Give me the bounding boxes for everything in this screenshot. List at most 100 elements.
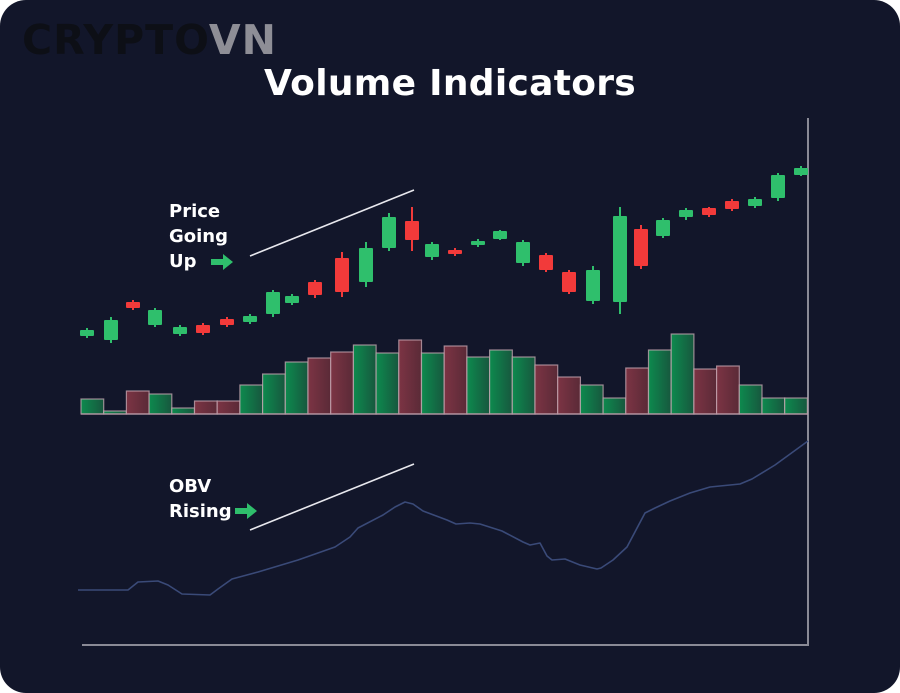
candle-body — [562, 272, 576, 292]
candle — [725, 199, 739, 211]
candle — [771, 173, 785, 201]
candle — [405, 207, 419, 251]
obv-annotation: OBV Rising — [169, 474, 232, 524]
candle — [266, 290, 280, 317]
price-trend-line — [249, 189, 415, 257]
candle-body — [425, 244, 439, 257]
candle — [359, 242, 373, 287]
candle — [471, 239, 485, 247]
candle — [220, 317, 234, 327]
volume-bar — [761, 397, 786, 415]
candle-body — [679, 210, 693, 217]
volume-bar — [511, 356, 536, 415]
candle-body — [516, 242, 530, 263]
candle-body — [493, 231, 507, 239]
volume-bar — [625, 367, 650, 415]
volume-bar — [693, 368, 718, 415]
candle-body — [266, 292, 280, 314]
candle — [126, 300, 140, 310]
candle-body — [104, 320, 118, 340]
candle-body — [382, 217, 396, 248]
volume-bar — [466, 356, 491, 415]
candle — [148, 308, 162, 327]
volume-bar — [579, 384, 604, 415]
volume-bar — [216, 400, 241, 415]
candle-body — [285, 296, 299, 303]
volume-bar — [534, 364, 559, 415]
price-candles — [80, 166, 808, 343]
volume-bar — [398, 339, 423, 415]
obv-trend-line — [249, 463, 415, 531]
volume-bar — [262, 373, 286, 415]
price-annotation-line1: Price — [169, 201, 221, 222]
candle-body — [539, 255, 553, 270]
obv-curve — [78, 440, 809, 596]
candle-body — [80, 330, 94, 336]
obv-arrow-icon — [235, 503, 257, 519]
chart-title: Volume Indicators — [263, 63, 637, 104]
candle-body — [173, 327, 187, 334]
candle — [308, 280, 322, 298]
volume-bar — [420, 352, 445, 415]
candle-body — [471, 241, 485, 245]
obv-annotation-line1: OBV — [169, 476, 212, 497]
candle-body — [656, 220, 670, 236]
volume-bar — [330, 351, 355, 415]
volume-bars — [80, 333, 809, 415]
candle-body — [613, 216, 627, 302]
volume-bar — [125, 390, 150, 415]
brand-logo-part2: VN — [208, 16, 277, 64]
volume-bar — [171, 407, 196, 415]
volume-bar — [148, 393, 173, 415]
candle-body — [359, 248, 373, 282]
volume-bar — [375, 352, 400, 415]
candle — [539, 253, 553, 272]
candle — [425, 242, 439, 260]
obv-line — [78, 440, 809, 596]
candle — [104, 317, 118, 343]
volume-bar — [239, 384, 264, 415]
candle-body — [308, 282, 322, 295]
volume-bar — [489, 349, 513, 415]
volume-bar — [284, 361, 309, 415]
brand-logo: CRYPTOVN — [22, 16, 277, 64]
candle — [243, 314, 257, 324]
trend-lines — [249, 189, 415, 531]
volume-bar — [193, 400, 218, 415]
candle — [586, 266, 600, 304]
price-annotation-line2: Going — [169, 226, 229, 247]
candle-body — [148, 310, 162, 325]
candle — [493, 230, 507, 240]
candle-body — [126, 302, 140, 308]
brand-logo-part1: CRYPTO — [22, 16, 209, 64]
price-annotation: Price Going Up — [169, 199, 228, 274]
volume-bar — [557, 376, 582, 415]
candle — [679, 208, 693, 220]
candle-body — [243, 316, 257, 322]
volume-bar — [647, 349, 672, 415]
candle-body — [725, 201, 739, 209]
candle-body — [748, 199, 762, 206]
candle — [382, 213, 396, 251]
candle — [794, 166, 808, 176]
candle — [702, 207, 716, 217]
candle — [748, 197, 762, 208]
candle — [448, 248, 462, 256]
candle — [335, 252, 349, 297]
candle — [196, 323, 210, 335]
price-annotation-line3: Up — [169, 251, 197, 272]
candle — [516, 240, 530, 266]
candle-body — [794, 168, 808, 175]
candle-body — [335, 258, 349, 292]
chart-axes — [82, 118, 809, 646]
candle-body — [405, 221, 419, 240]
candle-body — [702, 208, 716, 215]
volume-bar — [670, 333, 695, 415]
candle — [634, 225, 648, 269]
price-arrow-icon — [211, 254, 233, 270]
candle — [613, 207, 627, 314]
candle-body — [634, 229, 648, 266]
obv-annotation-line2: Rising — [169, 501, 232, 522]
